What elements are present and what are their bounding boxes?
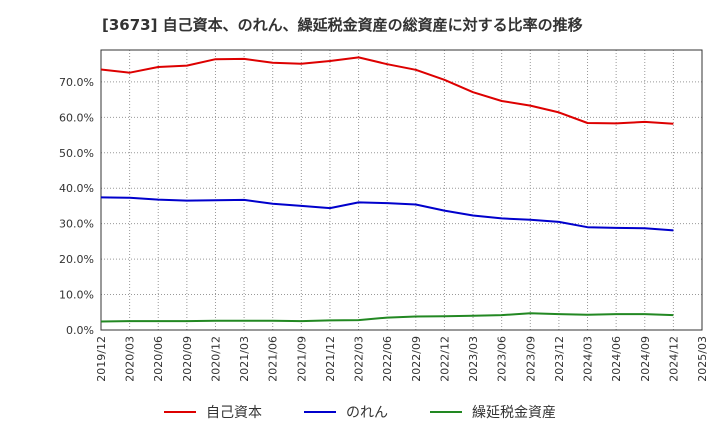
y-tick-label: 0.0% (66, 324, 94, 337)
series-lines (100, 56, 674, 323)
x-tick-label: 2024/09 (639, 336, 652, 382)
legend-item-1: のれん (304, 402, 388, 422)
y-tick-label: 50.0% (59, 147, 94, 160)
legend-label: のれん (346, 405, 388, 421)
legend-label: 繰延税金資産 (472, 405, 556, 421)
x-tick-label: 2023/12 (553, 336, 566, 382)
x-tick-label: 2020/06 (152, 336, 165, 382)
series-line-2 (100, 312, 674, 323)
legend-swatch (164, 411, 196, 413)
x-tick-label: 2019/12 (95, 336, 108, 382)
x-tick-label: 2024/06 (610, 336, 623, 382)
series-line-0 (100, 56, 674, 125)
grid (101, 50, 702, 330)
legend-label: 自己資本 (206, 405, 262, 421)
y-tick-label: 10.0% (59, 289, 94, 302)
x-tick-label: 2024/12 (667, 336, 680, 382)
x-tick-label: 2020/09 (181, 336, 194, 382)
x-tick-label: 2021/12 (324, 336, 337, 382)
y-tick-label: 40.0% (59, 182, 94, 195)
y-axis-ticks: 0.0% 10.0% 20.0% 30.0% 40.0% 50.0% 60.0% 70.0% (59, 76, 94, 337)
x-tick-label: 2023/03 (467, 336, 480, 382)
x-tick-label: 2021/03 (238, 336, 251, 382)
legend: 自己資本 のれん 繰延税金資産 (0, 402, 720, 422)
y-tick-label: 70.0% (59, 76, 94, 89)
axes (100, 49, 703, 331)
chart-title: [3673] 自己資本、のれん、繰延税金資産の総資産に対する比率の推移 (102, 16, 583, 34)
legend-swatch (304, 411, 336, 413)
x-tick-label: 2025/03 (696, 336, 709, 382)
x-tick-label: 2022/12 (438, 336, 451, 382)
x-tick-label: 2023/06 (496, 336, 509, 382)
legend-swatch (430, 411, 462, 413)
x-tick-label: 2023/09 (524, 336, 537, 382)
x-tick-label: 2021/09 (295, 336, 308, 382)
y-tick-label: 20.0% (59, 253, 94, 266)
x-tick-label: 2022/06 (381, 336, 394, 382)
x-tick-label: 2022/09 (410, 336, 423, 382)
legend-item-2: 繰延税金資産 (430, 402, 556, 422)
series-line-1 (100, 196, 674, 232)
x-tick-label: 2020/03 (124, 336, 137, 382)
x-axis-ticks: 2019/12 2020/03 2020/06 2020/09 2020/12 2021/… (95, 336, 709, 382)
y-tick-label: 60.0% (59, 111, 94, 124)
x-tick-label: 2021/06 (267, 336, 280, 382)
plot-frame (100, 49, 703, 331)
x-tick-label: 2020/12 (209, 336, 222, 382)
legend-item-0: 自己資本 (164, 402, 262, 422)
x-tick-label: 2024/03 (582, 336, 595, 382)
x-tick-label: 2022/03 (353, 336, 366, 382)
y-tick-label: 30.0% (59, 218, 94, 231)
